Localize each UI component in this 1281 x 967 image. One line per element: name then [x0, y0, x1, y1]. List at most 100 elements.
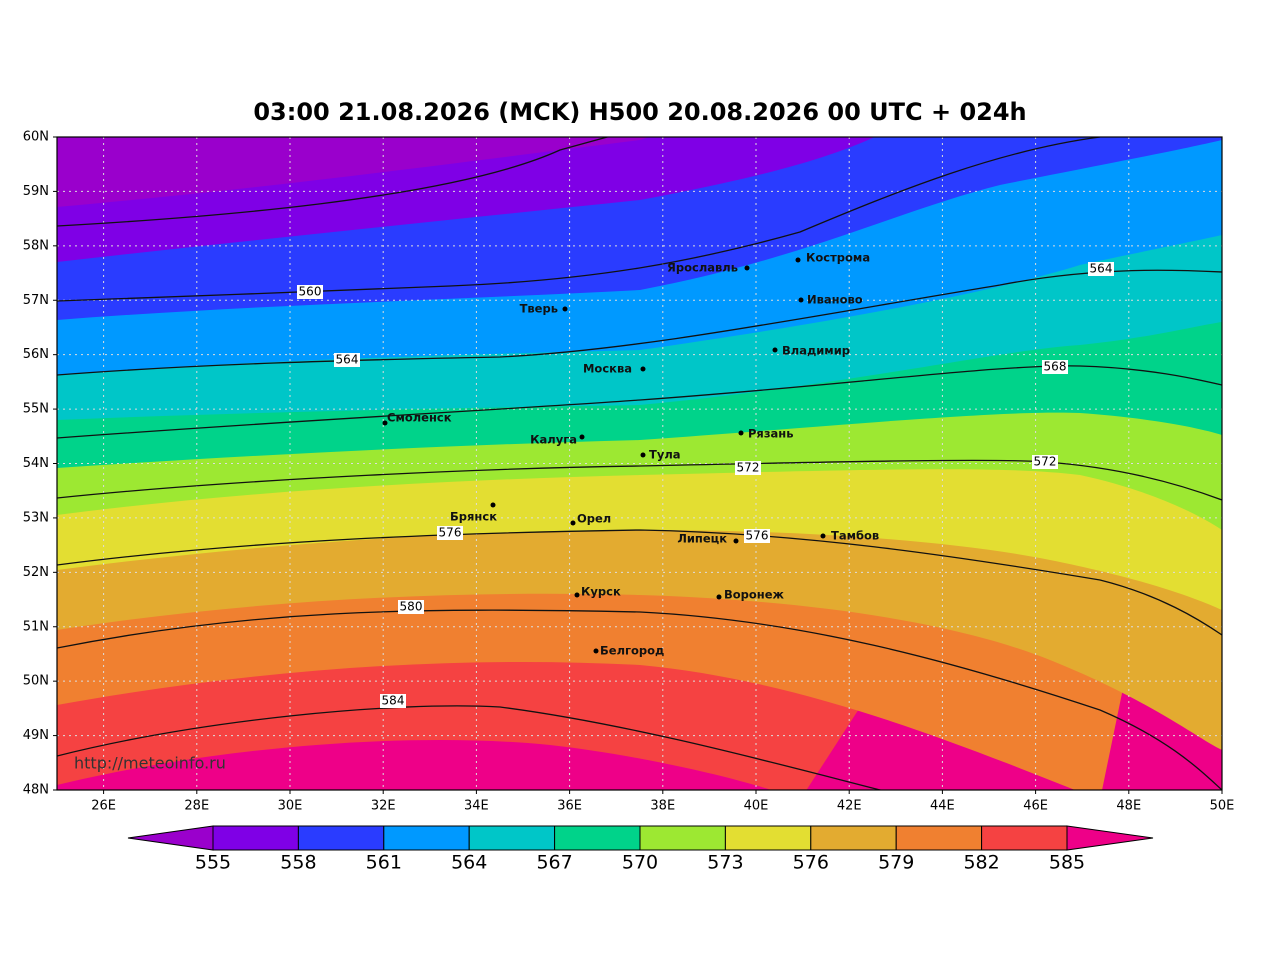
- lat-label: 48N: [23, 783, 49, 798]
- contour-label-bg: [1088, 262, 1114, 276]
- colorbar-segment: [895, 825, 983, 851]
- contour-label-bg: [334, 353, 360, 367]
- colorbar-segment: [810, 825, 897, 851]
- contour-label: 584: [382, 694, 405, 708]
- city-dot: [640, 452, 646, 458]
- city-label: Кострома: [806, 251, 870, 265]
- lon-label: 26E: [91, 799, 116, 814]
- lon-label: 34E: [464, 799, 489, 814]
- colorbar-segment: [212, 825, 299, 851]
- colorbar-segment: [297, 825, 385, 851]
- contour-label: 572: [737, 461, 760, 475]
- colorbar-segment: [383, 825, 470, 851]
- contour-label: 576: [746, 529, 769, 543]
- contour-label-bg: [297, 285, 323, 299]
- source-url: http://meteoinfo.ru: [74, 754, 226, 773]
- lon-label: 48E: [1116, 799, 1141, 814]
- city-label: Тула: [649, 448, 681, 462]
- lat-label: 49N: [23, 728, 49, 743]
- lat-label: 52N: [23, 565, 49, 580]
- city-dot: [772, 347, 778, 353]
- city-label: Брянск: [450, 510, 497, 524]
- city-label: Москва: [583, 362, 632, 376]
- lat-label: 51N: [23, 619, 49, 634]
- city-dot: [490, 502, 496, 508]
- lon-label: 50E: [1210, 799, 1235, 814]
- city-label: Орел: [577, 512, 611, 526]
- contour-label-bg: [380, 694, 406, 708]
- lon-label: 38E: [650, 799, 675, 814]
- lat-label: 55N: [23, 402, 49, 417]
- colorbar-label: 573: [707, 852, 743, 874]
- city-dot: [744, 265, 750, 271]
- contour-label: 560: [299, 285, 322, 299]
- colorbar-label: 570: [622, 852, 658, 874]
- lat-label: 54N: [23, 456, 49, 471]
- contour-label-bg: [398, 600, 424, 614]
- city-dot: [593, 648, 599, 654]
- city-label: Рязань: [748, 427, 793, 441]
- city-label: Иваново: [807, 293, 863, 307]
- lon-label: 44E: [930, 799, 955, 814]
- colorbar-segment: [468, 825, 556, 851]
- lon-label: 46E: [1023, 799, 1048, 814]
- lon-label: 28E: [184, 799, 209, 814]
- city-dot: [716, 594, 722, 600]
- lat-label: 50N: [23, 674, 49, 689]
- city-label: Липецк: [677, 532, 727, 546]
- colorbar-label: 579: [878, 852, 914, 874]
- lon-label: 30E: [278, 799, 303, 814]
- city-label: Курск: [581, 585, 621, 599]
- contour-label: 564: [1090, 262, 1113, 276]
- city-dot: [820, 533, 826, 539]
- lat-label: 56N: [23, 347, 49, 362]
- band: [57, 137, 649, 207]
- colorbar-under: [127, 825, 214, 851]
- city-dot: [733, 538, 739, 544]
- colorbar-segment: [554, 825, 641, 851]
- title: 03:00 21.08.2026 (MCK) H500 20.08.2026 0…: [253, 98, 1026, 126]
- contour-label-bg: [1042, 360, 1068, 374]
- colorbar-over: [1066, 825, 1154, 851]
- city-dot: [382, 420, 388, 426]
- city-label: Белгород: [600, 644, 664, 658]
- lat-label: 58N: [23, 238, 49, 253]
- contour-label: 564: [336, 353, 359, 367]
- city-dot: [562, 306, 568, 312]
- colorbar-label: 576: [793, 852, 829, 874]
- colorbar-label: 567: [536, 852, 572, 874]
- city-dot: [795, 257, 801, 263]
- lon-label: 40E: [744, 799, 769, 814]
- city-dot: [574, 592, 580, 598]
- height-field: [57, 137, 1222, 790]
- colorbar-label: 555: [195, 852, 231, 874]
- city-label: Ярославль: [667, 261, 738, 275]
- lon-label: 36E: [557, 799, 582, 814]
- city-dot: [579, 434, 585, 440]
- city-label: Воронеж: [724, 588, 785, 602]
- colorbar-segment: [724, 825, 812, 851]
- colorbar-segment: [639, 825, 726, 851]
- lon-label: 32E: [371, 799, 396, 814]
- city-label: Калуга: [530, 433, 577, 447]
- colorbar-label: 558: [280, 852, 316, 874]
- contour-label-bg: [735, 461, 761, 475]
- colorbar-label: 564: [451, 852, 487, 874]
- city-label: Тверь: [520, 302, 558, 316]
- lat-label: 60N: [23, 130, 49, 145]
- city-label: Смоленск: [387, 411, 452, 425]
- lat-label: 53N: [23, 510, 49, 525]
- colorbar-label: 585: [1049, 852, 1085, 874]
- colorbar-label: 561: [366, 852, 402, 874]
- contour-label: 580: [400, 600, 423, 614]
- city-dot: [570, 520, 576, 526]
- contour-label-bg: [1032, 455, 1058, 469]
- colorbar-segment: [981, 825, 1068, 851]
- city-dot: [640, 366, 646, 372]
- contour-label: 568: [1044, 360, 1067, 374]
- grid: [57, 137, 1222, 790]
- colorbar-label: 582: [963, 852, 999, 874]
- contour-label-bg: [437, 526, 463, 540]
- lon-label: 42E: [837, 799, 862, 814]
